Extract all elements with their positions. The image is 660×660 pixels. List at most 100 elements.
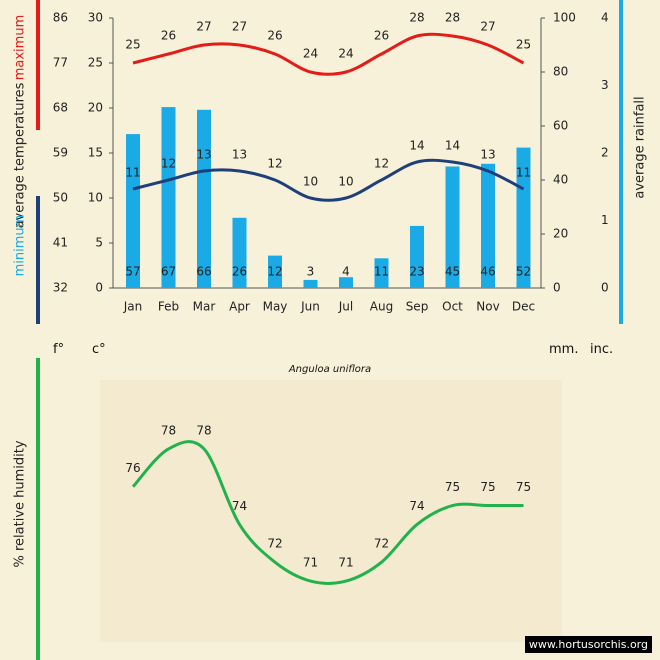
minimum-temperature-label: 13 [480, 148, 495, 162]
fahrenheit-unit: f° [53, 342, 65, 357]
inch-tick-label: 3 [601, 78, 609, 92]
humidity-value-label: 78 [196, 423, 211, 437]
inch-tick-label: 2 [601, 146, 609, 160]
species-name: Anguloa uniflora [288, 364, 372, 375]
humidity-plot-area [100, 380, 562, 642]
rainfall-value-label: 23 [409, 265, 424, 279]
rainfall-bar [197, 109, 211, 288]
celsius-tick-label: 20 [88, 101, 103, 115]
month-label: Nov [476, 300, 499, 314]
month-label: Feb [158, 300, 179, 314]
humidity-value-label: 75 [445, 480, 460, 494]
minimum-color-bar [36, 196, 40, 324]
humidity-color-bar [36, 358, 40, 660]
month-label: Aug [370, 300, 393, 314]
month-label: Dec [512, 300, 535, 314]
maximum-temperature-label: 26 [374, 29, 389, 43]
maximum-temperature-label: 28 [445, 11, 460, 25]
relative-humidity-label: % relative humidity [12, 440, 28, 568]
maximum-temperature-label: 25 [125, 38, 140, 52]
maximum-temperature-label: 27 [480, 20, 495, 34]
humidity-value-label: 71 [338, 556, 353, 570]
inch-tick-label: 1 [601, 213, 609, 227]
celsius-tick-label: 10 [88, 191, 103, 205]
rainfall-bar [126, 134, 140, 288]
fahrenheit-tick-label: 32 [53, 281, 68, 295]
maximum-temperature-line [132, 32, 525, 76]
minimum-temperature-label: 13 [232, 148, 247, 162]
month-label: Sep [406, 300, 429, 314]
rainfall-bar [410, 225, 424, 288]
maximum-temperature-label: 28 [409, 11, 424, 25]
month-label: Apr [229, 300, 250, 314]
humidity-line [131, 440, 524, 585]
avg-rainfall-label: average rainfall [632, 96, 648, 199]
maximum-color-bar [36, 0, 40, 130]
maximum-temperature-label: 27 [232, 20, 247, 34]
maximum-temperature-label: 26 [161, 29, 176, 43]
maximum-temperature-label: 25 [516, 38, 531, 52]
rainfall-value-label: 3 [307, 265, 315, 279]
rainfall-bar [374, 258, 389, 288]
rainfall-value-label: 11 [374, 265, 389, 279]
fahrenheit-tick-label: 50 [53, 191, 68, 205]
rainfall-bar [481, 163, 495, 288]
mm-tick-label: 0 [553, 281, 561, 295]
mm-unit: mm. [549, 342, 579, 357]
humidity-value-label: 74 [232, 499, 247, 513]
rainfall-value-label: 12 [267, 265, 282, 279]
maximum-label: maximum [12, 14, 28, 81]
maximum-temperature-label: 24 [303, 47, 318, 61]
rainfall-value-label: 67 [161, 265, 176, 279]
month-label: Jun [300, 300, 320, 314]
inch-tick-label: 4 [601, 11, 609, 25]
humidity-value-label: 75 [480, 480, 495, 494]
rainfall-value-label: 52 [516, 265, 531, 279]
humidity-value-label: 76 [125, 461, 140, 475]
minimum-temperature-label: 12 [374, 157, 389, 171]
website-watermark: www.hortusorchis.org [524, 636, 652, 653]
rainfall-value-label: 57 [125, 265, 140, 279]
fahrenheit-tick-label: 86 [53, 11, 68, 25]
celsius-tick-label: 30 [88, 11, 103, 25]
rainfall-value-label: 46 [480, 265, 495, 279]
minimum-temperature-label: 11 [125, 166, 140, 180]
month-label: May [263, 300, 288, 314]
celsius-tick-label: 5 [95, 236, 103, 250]
rainfall-value-label: 66 [196, 265, 211, 279]
maximum-temperature-label: 24 [338, 47, 353, 61]
minimum-temperature-line [132, 158, 525, 202]
humidity-value-label: 72 [374, 537, 389, 551]
rainfall-value-label: 45 [445, 265, 460, 279]
minimum-temperature-label: 12 [267, 157, 282, 171]
minimum-temperature-label: 10 [303, 175, 318, 189]
minimum-temperature-label: 10 [338, 175, 353, 189]
mm-tick-label: 80 [553, 65, 568, 79]
minimum-temperature-label: 11 [516, 166, 531, 180]
humidity-value-label: 78 [161, 423, 176, 437]
mm-tick-label: 60 [553, 119, 568, 133]
rainfall-value-label: 26 [232, 265, 247, 279]
mm-tick-label: 20 [553, 227, 568, 241]
month-label: Mar [193, 300, 216, 314]
fahrenheit-tick-label: 68 [53, 101, 68, 115]
inch-unit: inc. [590, 342, 614, 357]
rainfall-bar [516, 147, 531, 288]
minimum-temperature-label: 12 [161, 157, 176, 171]
rainfall-bar [161, 107, 176, 288]
fahrenheit-tick-label: 41 [53, 236, 68, 250]
rainfall-bar [445, 166, 460, 288]
humidity-value-label: 74 [409, 499, 424, 513]
month-label: Jul [338, 300, 353, 314]
humidity-value-label: 71 [303, 556, 318, 570]
rainfall-bar [303, 279, 318, 288]
rainfall-value-label: 4 [342, 265, 350, 279]
rainfall-color-bar [619, 0, 623, 324]
minimum-temperature-label: 13 [196, 148, 211, 162]
mm-tick-label: 40 [553, 173, 568, 187]
humidity-value-label: 75 [516, 480, 531, 494]
rainfall-bar [232, 217, 247, 288]
celsius-unit: c° [92, 342, 106, 357]
